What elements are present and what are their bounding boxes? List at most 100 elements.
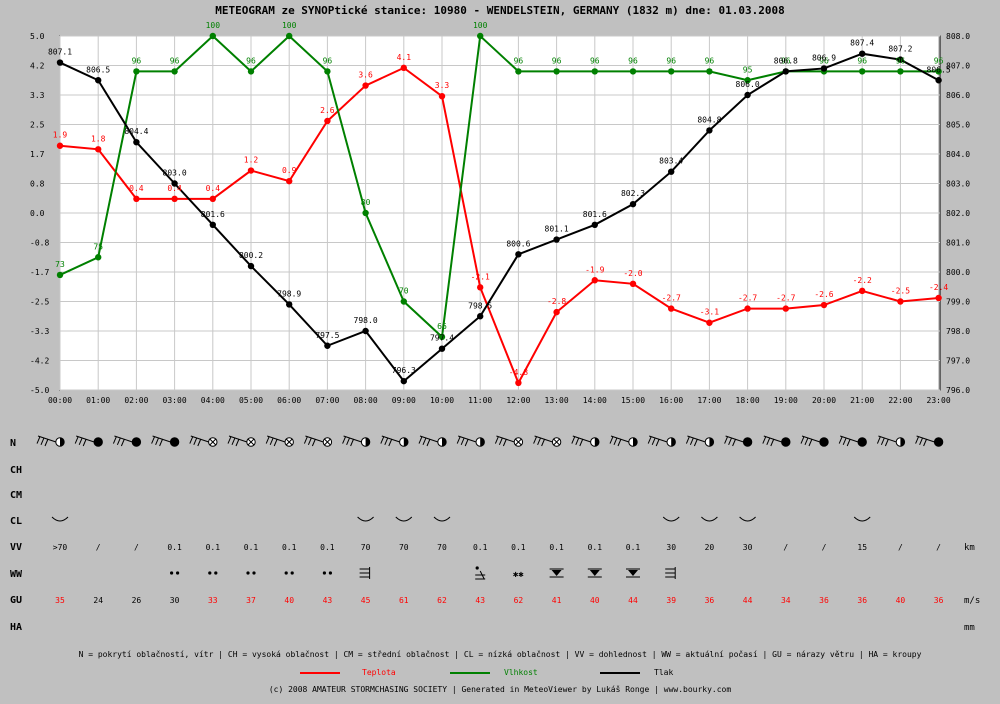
left-tick-label: 2.5: [30, 121, 45, 130]
temperature-point: [897, 298, 904, 305]
x-tick-label: 12:00: [506, 396, 530, 405]
right-tick-label: 796.0: [946, 386, 970, 395]
gust-value: 45: [361, 596, 371, 605]
visibility-value: >70: [53, 543, 68, 552]
humidity-data-label: 96: [170, 56, 180, 65]
temperature-data-label: 0.4: [129, 184, 144, 193]
humidity-data-label: 95: [743, 65, 753, 74]
temperature-point: [400, 64, 407, 72]
station-model-icon: [36, 435, 65, 447]
temperature-point: [362, 82, 369, 89]
pressure-point: [477, 313, 484, 320]
humidity-data-label: 73: [55, 260, 65, 269]
visibility-value: /: [936, 543, 941, 552]
pressure-data-label: 798.0: [354, 316, 378, 325]
station-model-icon: [609, 435, 638, 447]
temperature-data-label: -1.9: [585, 265, 604, 274]
left-tick-label: 4.2: [30, 62, 45, 71]
right-tick-label: 798.0: [946, 327, 970, 336]
temperature-point: [95, 146, 102, 153]
right-tick-label: 804.0: [946, 150, 970, 159]
left-tick-label: -3.3: [30, 327, 49, 336]
x-tick-label: 11:00: [468, 396, 492, 405]
pressure-data-label: 798.9: [277, 289, 301, 298]
humidity-data-label: 96: [819, 56, 829, 65]
temperature-point: [782, 305, 789, 312]
x-tick-label: 03:00: [163, 396, 187, 405]
legend-humidity: Vlhkost: [450, 668, 538, 677]
legend-humidity-label: Vlhkost: [504, 668, 538, 677]
temperature-data-label: -2.7: [776, 294, 795, 303]
pressure-data-label: 798.5: [468, 301, 492, 310]
x-tick-label: 02:00: [124, 396, 148, 405]
weather-snow-icon: ✱✱: [513, 570, 524, 580]
temperature-point: [438, 92, 446, 100]
right-tick-label: 801.0: [946, 239, 970, 248]
pressure-point: [400, 377, 407, 385]
temperature-data-label: -2.4: [929, 283, 948, 292]
row-unit-gu: m/s: [964, 596, 980, 606]
humidity-point: [400, 298, 407, 305]
gust-value: 44: [743, 596, 753, 605]
pressure-point: [553, 236, 560, 243]
weather-dots-icon: [322, 571, 332, 575]
row-unit-ha: mm: [964, 623, 975, 633]
humidity-data-label: 96: [628, 56, 638, 65]
humidity-point: [324, 68, 331, 75]
pressure-data-label: 803.4: [659, 157, 683, 166]
humidity-data-label: 96: [666, 56, 676, 65]
temperature-data-label: 3.6: [358, 71, 373, 80]
x-tick-label: 19:00: [774, 396, 798, 405]
footer: (c) 2008 AMATEUR STORMCHASING SOCIETY | …: [269, 684, 732, 694]
pressure-point: [56, 59, 64, 66]
pressure-point: [515, 251, 522, 258]
pressure-data-label: 797.5: [315, 331, 339, 340]
pressure-data-label: 807.1: [48, 48, 72, 57]
humidity-point: [56, 271, 64, 279]
x-tick-label: 16:00: [659, 396, 683, 405]
humidity-data-label: 96: [514, 56, 524, 65]
station-model-icon: [342, 435, 371, 447]
temperature-line: [59, 66, 939, 386]
humidity-data-label: 100: [282, 21, 297, 30]
pressure-point: [362, 327, 369, 335]
pressure-data-label: 801.1: [545, 225, 569, 234]
pressure-point: [286, 301, 293, 308]
station-model-icon: [418, 435, 447, 447]
low-cloud-icon: [51, 516, 69, 522]
x-tick-label: 23:00: [927, 396, 951, 405]
pressure-data-label: 804.8: [697, 115, 721, 124]
station-model-icon: [303, 435, 333, 447]
pressure-point: [629, 200, 637, 208]
legend-temperature: Teplota: [300, 668, 396, 677]
series-lines: [59, 33, 940, 386]
visibility-value: 30: [743, 543, 753, 552]
temperature-data-label: 0.4: [167, 184, 182, 193]
pressure-data-label: 796.3: [392, 366, 416, 375]
visibility-value: /: [96, 543, 101, 552]
pressure-data-label: 806.0: [736, 80, 760, 89]
station-model-icon: [74, 435, 103, 447]
station-model-icon: [762, 435, 791, 447]
gust-value: 40: [590, 596, 600, 605]
legend-pressure-label: Tlak: [654, 668, 673, 677]
visibility-value: 0.1: [588, 543, 603, 552]
x-tick-label: 22:00: [888, 396, 912, 405]
pressure-point: [897, 56, 904, 63]
gust-value: 35: [55, 596, 65, 605]
pressure-point: [324, 342, 331, 349]
temperature-point: [859, 287, 866, 295]
station-model-icon: [876, 435, 906, 447]
visibility-value: 0.1: [511, 543, 526, 552]
pressure-point: [706, 127, 713, 134]
x-tick-label: 20:00: [812, 396, 836, 405]
gust-value: 30: [170, 596, 180, 605]
x-tick-label: 00:00: [48, 396, 72, 405]
gust-value: 44: [628, 596, 638, 605]
pressure-data-label: 806.5: [86, 65, 110, 74]
series-labels: 1.9 1.8 0.4 0.4 0.4 1.2 0.9 2.6 3.6 4.1 3.3 -2.1 -4.…: [48, 21, 951, 377]
gust-value: 36: [857, 596, 867, 605]
temperature-point: [668, 305, 675, 312]
left-tick-label: 0.8: [30, 180, 45, 189]
humidity-point: [629, 68, 637, 75]
